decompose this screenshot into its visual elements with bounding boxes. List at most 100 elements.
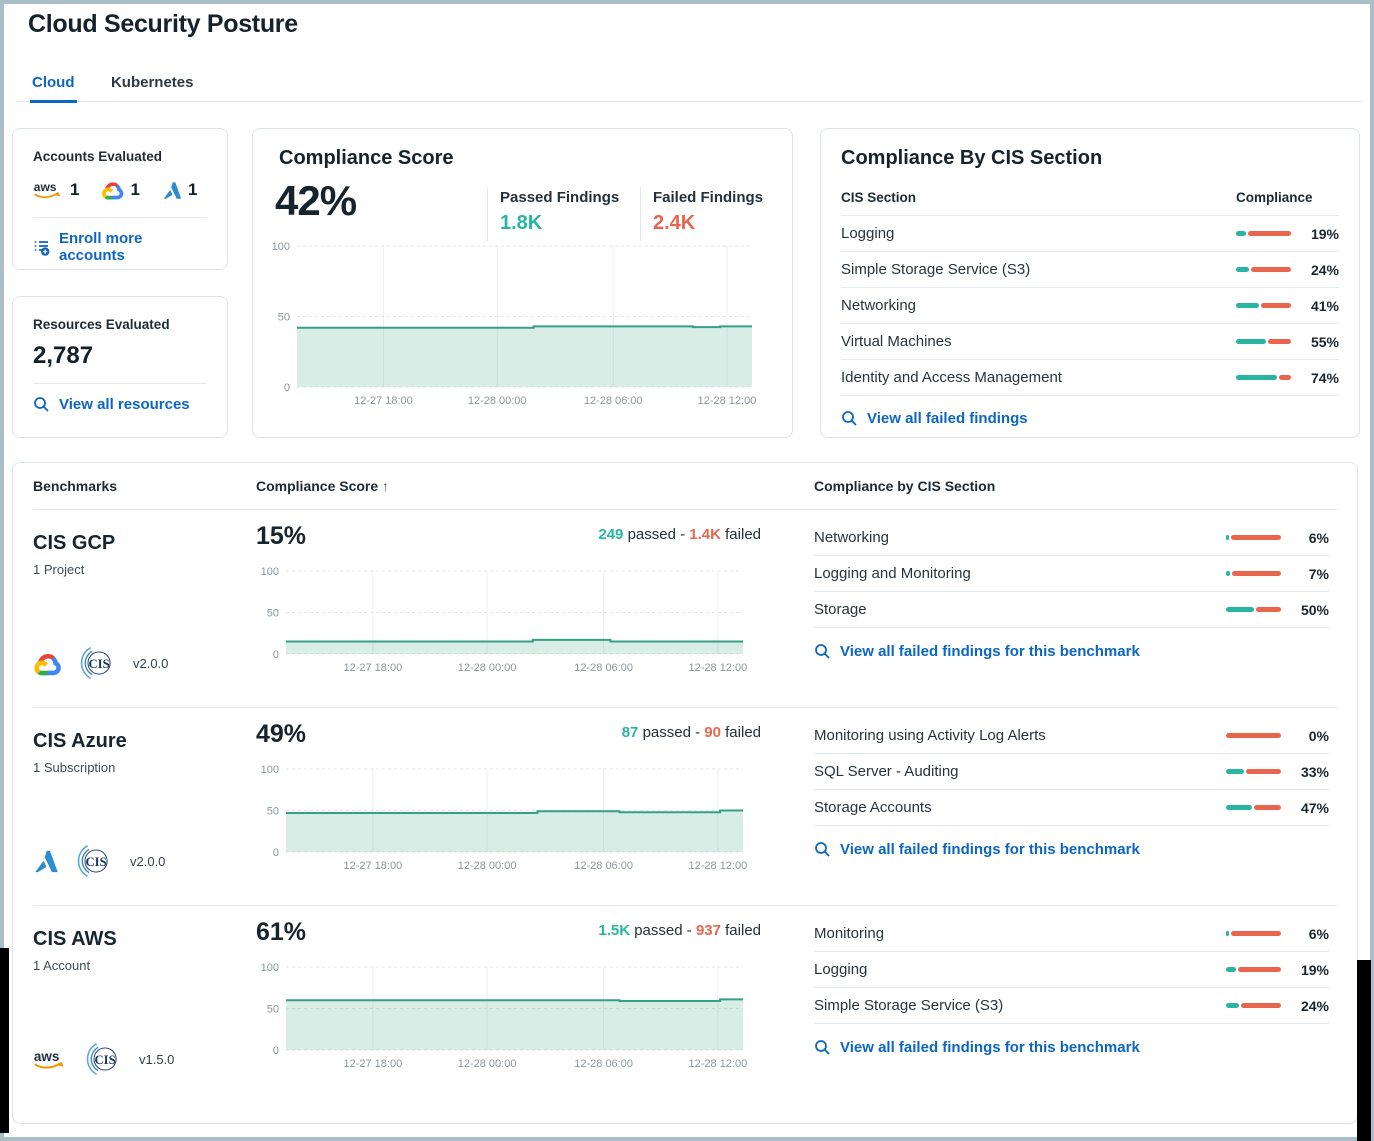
screen-artifact-right bbox=[1357, 960, 1371, 1141]
benchmark-version: v1.5.0 bbox=[139, 1051, 175, 1067]
resources-evaluated-title: Resources Evaluated bbox=[33, 317, 170, 332]
benchmarks-table-header: Benchmarks Compliance Score ↑ Compliance… bbox=[33, 463, 1337, 510]
compliance-by-cis-section-title: Compliance By CIS Section bbox=[841, 147, 1103, 169]
cis-logo: CIS bbox=[86, 1042, 117, 1076]
compliance-bar bbox=[1236, 375, 1291, 380]
divider bbox=[33, 383, 207, 384]
passed-failed-summary: 87 passed - 90 failed bbox=[621, 724, 761, 741]
cis-gcp-trend-chart: 12-27 18:00 12-28 00:00 12-28 06:00 12-28 1… bbox=[256, 566, 761, 678]
search-icon bbox=[815, 1040, 830, 1055]
view-all-failed-findings-link[interactable]: View all failed findings bbox=[841, 410, 1339, 427]
svg-text:CIS: CIS bbox=[86, 855, 107, 869]
benchmarks-table-card: Benchmarks Compliance Score ↑ Compliance… bbox=[12, 462, 1358, 1124]
tab-kubernetes[interactable]: Kubernetes bbox=[110, 74, 194, 91]
svg-text:12-28 00:00: 12-28 00:00 bbox=[468, 395, 527, 407]
compliance-bar bbox=[1226, 571, 1281, 576]
view-all-resources-link[interactable]: View all resources bbox=[33, 396, 207, 413]
compliance-bar bbox=[1226, 535, 1281, 540]
cis-section-row: SQL Server - Auditing 33% bbox=[814, 754, 1329, 790]
benchmark-version: v2.0.0 bbox=[133, 655, 169, 671]
benchmark-row-cis-aws: CIS AWS 1 Account aws CIS v1.5.0 bbox=[33, 905, 1337, 1103]
svg-text:12-28 12:00: 12-28 12:00 bbox=[689, 662, 748, 674]
page-title: Cloud Security Posture bbox=[28, 10, 298, 38]
svg-text:0: 0 bbox=[273, 847, 279, 859]
provider-counts: aws 1 1 1 bbox=[33, 176, 207, 204]
gcp-logo bbox=[102, 182, 124, 200]
svg-text:CIS: CIS bbox=[89, 657, 110, 671]
sort-ascending-icon: ↑ bbox=[382, 478, 390, 494]
azure-logo bbox=[35, 850, 58, 872]
tab-cloud[interactable]: Cloud bbox=[30, 68, 77, 103]
accounts-evaluated-title: Accounts Evaluated bbox=[33, 149, 163, 164]
benchmarks-column-header: Benchmarks bbox=[33, 478, 118, 494]
svg-text:0: 0 bbox=[273, 649, 279, 661]
compliance-bar bbox=[1236, 231, 1291, 236]
svg-text:12-28 00:00: 12-28 00:00 bbox=[458, 860, 517, 872]
search-icon bbox=[815, 842, 830, 857]
svg-text:12-28 12:00: 12-28 12:00 bbox=[689, 860, 748, 872]
compliance-score-title: Compliance Score bbox=[279, 147, 454, 169]
enroll-more-accounts-link[interactable]: Enroll more accounts bbox=[33, 230, 207, 264]
view-failed-findings-benchmark-link[interactable]: View all failed findings for this benchm… bbox=[814, 1039, 1329, 1056]
failed-findings-value: 2.4K bbox=[653, 212, 696, 234]
svg-text:12-28 06:00: 12-28 06:00 bbox=[584, 395, 643, 407]
search-icon bbox=[815, 644, 830, 659]
azure-account-count: 1 bbox=[162, 180, 197, 201]
cis-section-row: Logging 19% bbox=[841, 216, 1339, 252]
compliance-bar bbox=[1226, 805, 1281, 810]
compliance-bar bbox=[1236, 267, 1291, 272]
compliance-by-cis-section-card: Compliance By CIS Section CIS Section Co… bbox=[820, 128, 1360, 438]
compliance-bar bbox=[1226, 607, 1281, 612]
azure-logo bbox=[163, 181, 182, 199]
benchmark-scope: 1 Project bbox=[33, 562, 85, 577]
aws-logo: aws bbox=[34, 1048, 64, 1069]
divider bbox=[33, 217, 207, 218]
benchmark-score: 61% bbox=[256, 918, 307, 946]
cis-section-row: Networking 41% bbox=[841, 288, 1339, 324]
cis-section-row: Simple Storage Service (S3) 24% bbox=[841, 252, 1339, 288]
cis-aws-trend-chart: 12-27 18:00 12-28 00:00 12-28 06:00 12-28 1… bbox=[256, 962, 761, 1074]
svg-text:12-28 00:00: 12-28 00:00 bbox=[458, 1058, 517, 1070]
svg-text:50: 50 bbox=[278, 312, 290, 324]
svg-text:12-27 18:00: 12-27 18:00 bbox=[343, 662, 402, 674]
svg-text:12-28 06:00: 12-28 06:00 bbox=[574, 860, 633, 872]
cis-section-row: Monitoring using Activity Log Alerts 0% bbox=[814, 718, 1329, 754]
findings-summary: Passed Findings 1.8K Failed Findings 2.4… bbox=[487, 187, 793, 241]
search-icon bbox=[34, 397, 49, 412]
svg-text:12-27 18:00: 12-27 18:00 bbox=[343, 860, 402, 872]
compliance-score-card: Compliance Score 42% Passed Findings 1.8… bbox=[252, 128, 793, 438]
compliance-score-value: 42% bbox=[275, 177, 357, 224]
svg-text:12-28 12:00: 12-28 12:00 bbox=[689, 1058, 748, 1070]
benchmark-scope: 1 Subscription bbox=[33, 760, 116, 775]
svg-text:100: 100 bbox=[272, 241, 290, 253]
benchmark-score: 15% bbox=[256, 522, 307, 550]
cis-logo: CIS bbox=[77, 844, 108, 878]
cis-section-row: Virtual Machines 55% bbox=[841, 324, 1339, 360]
failed-findings-stat: Failed Findings 2.4K bbox=[640, 187, 793, 241]
svg-text:0: 0 bbox=[284, 382, 290, 394]
svg-text:100: 100 bbox=[261, 962, 279, 974]
benchmark-row-cis-gcp: CIS GCP 1 Project CIS v2.0 bbox=[33, 510, 1337, 707]
cis-section-row: Networking 6% bbox=[814, 520, 1329, 556]
gcp-logo bbox=[34, 653, 61, 675]
compliance-bar bbox=[1226, 769, 1281, 774]
cis-section-row: Storage 50% bbox=[814, 592, 1329, 628]
svg-text:12-27 18:00: 12-27 18:00 bbox=[354, 395, 413, 407]
enroll-accounts-icon bbox=[34, 240, 50, 256]
benchmark-version: v2.0.0 bbox=[130, 853, 166, 869]
svg-text:50: 50 bbox=[267, 806, 279, 818]
view-failed-findings-benchmark-link[interactable]: View all failed findings for this benchm… bbox=[814, 841, 1329, 858]
cis-logo: CIS bbox=[80, 646, 111, 680]
svg-text:aws: aws bbox=[34, 1048, 60, 1063]
svg-text:100: 100 bbox=[261, 566, 279, 578]
compliance-bar bbox=[1226, 733, 1281, 738]
gcp-account-count: 1 bbox=[101, 180, 140, 200]
cis-table-header: CIS Section Compliance bbox=[841, 190, 1339, 216]
compliance-bar bbox=[1226, 967, 1281, 972]
view-failed-findings-benchmark-link[interactable]: View all failed findings for this benchm… bbox=[814, 643, 1329, 660]
svg-text:100: 100 bbox=[261, 764, 279, 776]
aws-logo: aws bbox=[34, 180, 61, 199]
cis-section-row: Simple Storage Service (S3) 24% bbox=[814, 988, 1329, 1024]
compliance-score-column-header[interactable]: Compliance Score ↑ bbox=[256, 478, 390, 494]
